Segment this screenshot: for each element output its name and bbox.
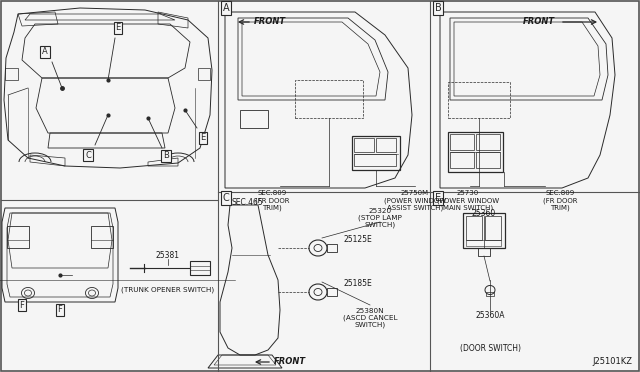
Text: FRONT: FRONT bbox=[274, 357, 306, 366]
Text: C: C bbox=[85, 151, 91, 160]
Bar bbox=[450, 152, 474, 168]
Bar bbox=[466, 240, 501, 246]
Bar bbox=[240, 110, 268, 128]
Text: E: E bbox=[115, 23, 120, 32]
Text: 25360A: 25360A bbox=[476, 311, 505, 320]
Text: A: A bbox=[42, 48, 48, 57]
Text: J25101KZ: J25101KZ bbox=[592, 357, 632, 366]
Bar bbox=[91, 226, 113, 248]
Text: E: E bbox=[435, 193, 441, 203]
Text: 25730
(POWER WINDOW
MAIN SWITCH): 25730 (POWER WINDOW MAIN SWITCH) bbox=[437, 190, 499, 211]
Text: C: C bbox=[223, 193, 229, 203]
Text: B: B bbox=[435, 3, 442, 13]
Text: E: E bbox=[200, 134, 205, 142]
Bar bbox=[448, 132, 503, 172]
Text: A: A bbox=[223, 3, 229, 13]
Bar bbox=[352, 136, 400, 170]
Bar bbox=[295, 80, 363, 118]
Text: 25320
(STOP LAMP
SWITCH): 25320 (STOP LAMP SWITCH) bbox=[358, 208, 402, 228]
Text: 25360: 25360 bbox=[472, 208, 496, 218]
Bar bbox=[448, 82, 510, 118]
Text: B: B bbox=[163, 151, 169, 160]
Text: FRONT: FRONT bbox=[523, 17, 555, 26]
Text: 25750M
(POWER WINDOW
ASSIST SWITCH): 25750M (POWER WINDOW ASSIST SWITCH) bbox=[384, 190, 446, 211]
Bar bbox=[478, 248, 490, 256]
Text: (DOOR SWITCH): (DOOR SWITCH) bbox=[460, 343, 520, 353]
Text: 25380N
(ASCD CANCEL
SWITCH): 25380N (ASCD CANCEL SWITCH) bbox=[343, 308, 397, 328]
Bar bbox=[476, 152, 500, 168]
Text: 25381: 25381 bbox=[156, 250, 180, 260]
Text: 25125E: 25125E bbox=[343, 235, 372, 244]
Text: SEC.809
(FR DOOR
TRIM): SEC.809 (FR DOOR TRIM) bbox=[543, 190, 577, 211]
Bar bbox=[190, 261, 210, 275]
Text: 25185E: 25185E bbox=[343, 279, 372, 289]
Bar bbox=[476, 134, 500, 150]
Bar bbox=[486, 292, 494, 296]
Text: SEC.809
(FR DOOR
TRIM): SEC.809 (FR DOOR TRIM) bbox=[255, 190, 289, 211]
Bar bbox=[450, 134, 474, 150]
Bar bbox=[485, 216, 501, 240]
Bar bbox=[7, 226, 29, 248]
Text: F: F bbox=[58, 305, 63, 314]
Bar bbox=[327, 244, 337, 252]
Text: (TRUNK OPENER SWITCH): (TRUNK OPENER SWITCH) bbox=[122, 287, 214, 293]
Bar bbox=[354, 154, 396, 166]
Text: SEC.465: SEC.465 bbox=[232, 198, 264, 207]
Bar bbox=[466, 216, 482, 240]
Text: FRONT: FRONT bbox=[254, 17, 286, 26]
Text: F: F bbox=[20, 301, 24, 310]
Bar bbox=[463, 213, 505, 248]
Bar bbox=[376, 138, 396, 152]
Bar bbox=[327, 288, 337, 296]
Bar bbox=[354, 138, 374, 152]
